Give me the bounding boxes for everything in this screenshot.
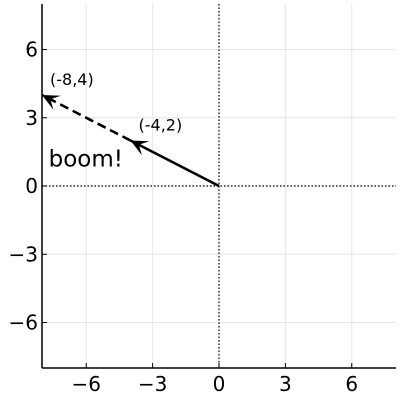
x-tick-label: −3 xyxy=(138,372,167,396)
point-label-2: (-8,4) xyxy=(50,70,94,89)
y-tick-label: −6 xyxy=(9,311,38,335)
arrowhead-2 xyxy=(42,95,61,110)
x-tick-label: 3 xyxy=(279,372,292,396)
y-tick-label: −3 xyxy=(9,242,38,266)
axes: −6 −3 0 3 6 −6 −3 0 3 6 xyxy=(9,4,396,396)
annotation-text: boom! xyxy=(49,147,123,173)
y-tick-label: 3 xyxy=(25,106,38,130)
vectors xyxy=(41,93,220,188)
arrowhead-1 xyxy=(130,140,150,156)
y-tick-label: 0 xyxy=(25,174,38,198)
x-tick-label: 0 xyxy=(213,372,226,396)
x-tick-label: −6 xyxy=(72,372,101,396)
vector-line-2 xyxy=(41,93,132,142)
vector-line-1 xyxy=(129,139,220,188)
y-tick-label: 6 xyxy=(25,38,38,62)
point-label-1: (-4,2) xyxy=(139,116,183,135)
x-tick-label: 6 xyxy=(345,372,358,396)
labels: (-4,2) (-8,4) boom! xyxy=(49,70,183,173)
